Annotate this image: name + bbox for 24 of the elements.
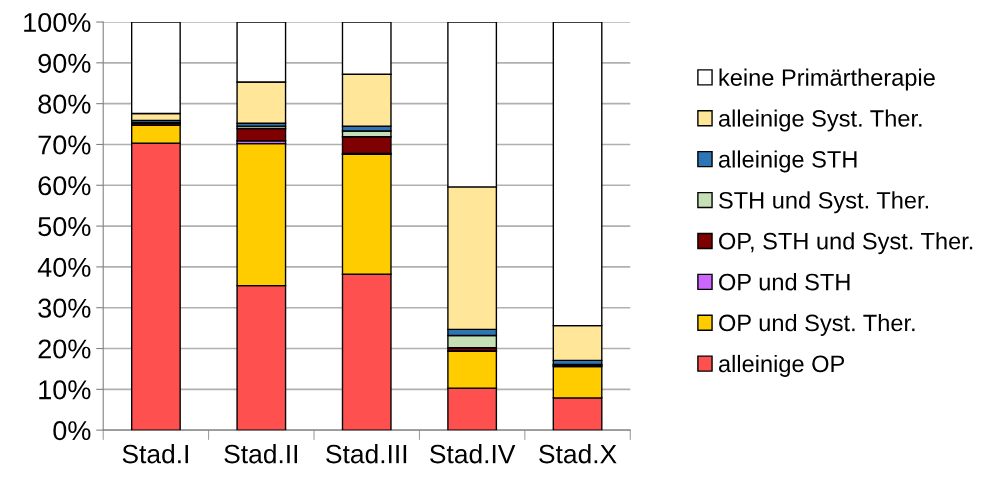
y-tick-label: 0%	[53, 421, 91, 441]
legend-label: alleinige STH	[718, 150, 857, 173]
x-tick-label: Stad.II	[224, 444, 298, 464]
y-tick-label: 70%	[38, 135, 91, 155]
y-tick-label: 40%	[37, 257, 91, 277]
x-tick-label: Stad.IV	[430, 444, 516, 464]
x-tick-label: Stad.X	[539, 444, 617, 464]
legend-label: STH und Syst. Ther.	[719, 191, 928, 214]
y-tick-label: 20%	[38, 339, 91, 359]
legend-label: OP, STH und Syst. Ther.	[719, 232, 973, 255]
y-tick-label: 50%	[38, 216, 91, 237]
legend-label: keine Primärtherapie	[719, 68, 935, 91]
y-tick-label: 60%	[38, 176, 91, 196]
x-tick-label: Stad.I	[122, 444, 188, 464]
y-tick-label: 100%	[24, 12, 91, 33]
y-tick-label: 30%	[38, 298, 91, 318]
legend-label: alleinige OP	[718, 354, 845, 377]
y-tick-label: 10%	[39, 380, 91, 400]
legend-label: OP und Syst. Ther.	[719, 313, 915, 336]
legend-label: alleinige Syst. Ther.	[718, 109, 922, 132]
y-tick-label: 90%	[38, 53, 91, 73]
y-tick-label: 80%	[38, 94, 91, 114]
x-tick-label: Stad.III	[326, 444, 407, 464]
legend-label: OP und STH	[719, 273, 850, 291]
